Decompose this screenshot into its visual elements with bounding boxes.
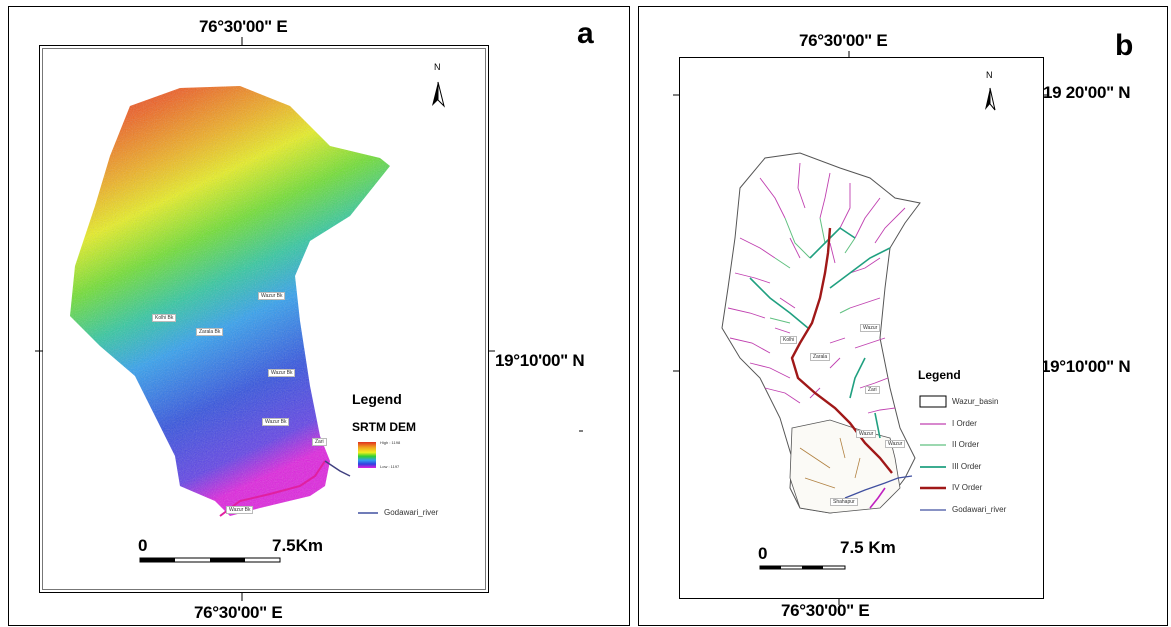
legend-fourth-order: IV Order [952, 483, 983, 492]
dem-low-label: Low : 1197 [380, 464, 400, 469]
fourth-order-stream [790, 227, 893, 474]
dem-color-ramp [358, 442, 376, 468]
wazur-basin-outline [721, 152, 921, 514]
legend-first-order: I Order [952, 419, 977, 428]
place-label: Zari [312, 438, 327, 446]
place-label: Wazur Bk [262, 418, 290, 426]
panel-a-north-arrow [432, 81, 445, 108]
panel-b-legend-symbols [919, 395, 947, 511]
third-order-streams [749, 226, 891, 439]
panel-a-letter: a [577, 17, 594, 50]
legend-third-order: III Order [952, 462, 982, 471]
legend-wazur-basin: Wazur_basin [952, 397, 999, 406]
panel-a-scale-start: 0 [138, 536, 148, 555]
place-label: Wazur [856, 430, 877, 438]
place-label: Zarala [810, 353, 831, 361]
place-label: Wazur Bk [268, 369, 296, 377]
place-label: Shahapur [830, 498, 858, 506]
panel-b-scale-start: 0 [758, 544, 768, 563]
panel-b-map-graphic [721, 87, 996, 570]
panel-b: b 76°30'00" E 76°30'00" E 19 20'00" N 19… [638, 6, 1168, 626]
panel-a-right-latitude: 19°10'00" N [495, 351, 585, 370]
place-label: Kolhi Bk [152, 314, 177, 322]
panel-a-top-longitude: 76°30'00" E [199, 17, 288, 36]
place-label: Kolhi [780, 336, 798, 344]
godawari-river-legend-label: Godawari_river [384, 508, 439, 517]
panel-b-legend-title: Legend [918, 368, 961, 382]
panel-a-legend-title: Legend [352, 391, 402, 407]
second-order-streams [769, 217, 856, 324]
place-label: Zarala Bk [196, 328, 224, 336]
panel-a-map-graphic [70, 81, 445, 563]
place-label: Zari [865, 386, 880, 394]
panel-a-scale-end: 7.5Km [272, 536, 324, 555]
panel-a-river [219, 460, 326, 517]
panel-a-map-frame: N Legend SRTM DEM High : 1198 Low : 1197… [39, 45, 489, 593]
panel-b-right-latitude-top: 19 20'00" N [1043, 83, 1131, 102]
panel-b-top-longitude: 76°30'00" E [799, 31, 888, 50]
panel-b-north-arrow [985, 87, 996, 111]
dem-high-label: High : 1198 [380, 440, 401, 445]
panel-b-right-latitude-mid: 19°10'00" N [1041, 357, 1131, 376]
place-label: Wazur [885, 440, 906, 448]
panel-b-scale-bar [759, 565, 846, 570]
panel-a-scale-bar [139, 557, 281, 563]
panel-b-letter: b [1115, 29, 1134, 62]
panel-a: a 76°30'00" E 76°30'00" E 19°10'00" N [8, 6, 630, 626]
place-label: Wazur Bk [226, 506, 254, 514]
place-label: Wazur [860, 324, 881, 332]
panel-b-river [844, 475, 913, 499]
panel-b-north-label: N [986, 70, 993, 80]
place-label: Wazur Bk [258, 292, 286, 300]
panel-b-map-frame: N Legend Wazur_basin I Order II Order II… [679, 57, 1044, 599]
legend-godawari-river: Godawari_river [952, 505, 1007, 514]
panel-b-bottom-longitude: 76°30'00" E [781, 601, 870, 620]
panel-a-bottom-longitude: 76°30'00" E [194, 603, 283, 622]
panel-a-north-label: N [434, 62, 441, 72]
panel-a-legend-subtitle: SRTM DEM [352, 420, 416, 434]
panel-b-scale-end: 7.5 Km [840, 538, 896, 557]
first-order-streams [727, 162, 906, 414]
legend-second-order: II Order [952, 440, 980, 449]
